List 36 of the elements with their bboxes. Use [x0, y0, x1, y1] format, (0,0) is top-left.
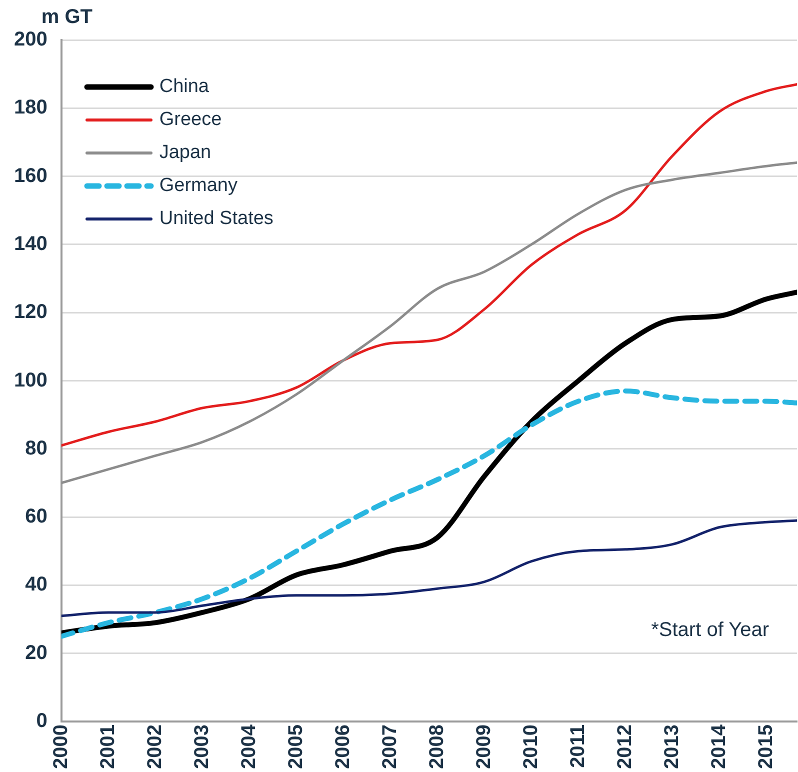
x-tick-label: 2014 [708, 724, 730, 770]
y-tick-label: 20 [25, 642, 48, 664]
y-tick-label: 120 [14, 301, 48, 324]
x-tick-label: 2010 [520, 724, 542, 770]
x-tick-label: 2005 [284, 724, 307, 770]
line-series [61, 519, 797, 618]
x-tick-label: 2000 [50, 724, 72, 770]
x-tick-label: 2012 [614, 724, 636, 770]
y-tick-label: 140 [14, 232, 48, 255]
x-tick-label: 2009 [472, 724, 495, 770]
legend-label: Greece [159, 108, 222, 130]
y-tick-label: 200 [14, 28, 48, 51]
y-tick-label: 0 [36, 710, 48, 732]
legend-label: Japan [159, 142, 212, 164]
legend-label: United States [159, 208, 274, 230]
y-tick-label: 160 [14, 164, 48, 187]
x-tick-label: 2013 [660, 724, 683, 770]
x-tick-label: 2004 [238, 724, 260, 770]
y-tick-label: 180 [14, 96, 48, 119]
x-tick-label: 2003 [190, 724, 213, 770]
y-tick-label: 40 [25, 574, 48, 596]
x-tick-label: 2011 [566, 724, 589, 768]
y-tick-label: 60 [25, 506, 48, 528]
legend-label: Germany [159, 174, 238, 196]
legend-label: China [159, 76, 210, 98]
x-tick-label: 2001 [96, 724, 119, 770]
x-tick-label: 2008 [426, 724, 448, 770]
line-series [61, 161, 797, 484]
x-tick-label: 2015 [754, 724, 777, 770]
x-tick-label: 2002 [144, 724, 166, 770]
y-tick-label: 80 [25, 437, 48, 460]
x-tick-label: 2007 [378, 724, 401, 770]
annotation: *Start of Year [651, 619, 769, 642]
x-tick-label: 2006 [332, 724, 354, 770]
y-tick-label: 100 [14, 369, 48, 392]
y-axis-title: m GT [41, 6, 92, 29]
